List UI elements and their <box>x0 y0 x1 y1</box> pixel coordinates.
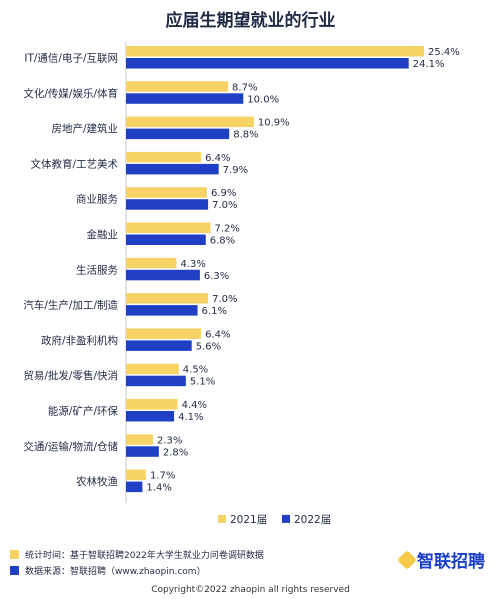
data-label: 6.3% <box>204 271 229 282</box>
stat-time-text: 统计时间：基于智联招聘2022年大学生就业力问卷调研数据 <box>25 551 264 561</box>
blue-square-icon <box>10 566 19 575</box>
brand-mark-icon <box>397 549 417 570</box>
bar-2021 <box>126 363 179 375</box>
legend-label: 2021届 <box>230 514 267 526</box>
bar-2021 <box>126 81 229 92</box>
data-label: 6.1% <box>202 306 227 317</box>
bar-2022 <box>126 446 159 457</box>
brand-name: 智联招聘 <box>417 552 485 572</box>
data-label: 5.6% <box>196 341 221 352</box>
data-label: 1.7% <box>150 471 175 482</box>
category-label: 政府/非盈利机构 <box>41 334 118 347</box>
data-label: 6.4% <box>205 153 230 164</box>
legend-label: 2022届 <box>294 514 331 526</box>
data-label: 1.4% <box>146 483 171 494</box>
bar-2022 <box>126 199 209 210</box>
data-label: 7.0% <box>212 200 237 211</box>
data-label: 10.0% <box>247 94 279 105</box>
legend-swatch <box>218 514 226 523</box>
data-label: 4.4% <box>182 400 207 411</box>
category-label: 农林牧渔 <box>76 475 118 488</box>
data-label: 6.8% <box>210 236 235 247</box>
category-label: 能源/矿产/环保 <box>48 405 119 418</box>
category-label: 文体教育/工艺美术 <box>30 157 118 170</box>
category-label: 文化/传媒/娱乐/体育 <box>23 87 118 100</box>
category-label: 生活服务 <box>76 263 118 276</box>
data-label: 24.1% <box>413 59 445 70</box>
data-label: 7.0% <box>212 294 237 305</box>
bar-2022 <box>126 340 192 351</box>
data-label: 2.3% <box>157 435 182 446</box>
data-label: 4.3% <box>180 259 205 270</box>
category-label: 汽车/生产/加工/制造 <box>23 299 118 312</box>
data-label: 7.2% <box>214 224 239 235</box>
category-label: IT/通信/电子/互联网 <box>24 52 118 65</box>
category-label: 商业服务 <box>76 193 118 206</box>
category-label: 贸易/批发/零售/快消 <box>23 369 118 382</box>
data-label: 4.1% <box>178 412 203 423</box>
bar-2021 <box>126 151 202 163</box>
data-label: 5.1% <box>190 377 215 388</box>
bar-chart: IT/通信/电子/互联网 25.4%24.1%文化/传媒/娱乐/体育 8.7%10.… <box>23 42 460 526</box>
footer-note-1: 统计时间：基于智联招聘2022年大学生就业力问卷调研数据 <box>10 548 264 561</box>
bar-2022 <box>126 305 198 316</box>
data-label: 10.9% <box>258 118 290 129</box>
bar-2021 <box>126 293 209 304</box>
yellow-square-icon <box>10 550 19 559</box>
data-source-text: 数据来源：智联招聘（www.zhaopin.com） <box>25 567 206 577</box>
bar-2021 <box>126 434 153 445</box>
brand-logo: 智联招聘 <box>397 547 485 572</box>
bar-2022 <box>126 128 230 140</box>
bar-2022 <box>126 58 409 69</box>
bar-2021 <box>126 187 207 198</box>
bar-2021 <box>126 222 211 233</box>
chart-title: 应届生期望就业的行业 <box>165 11 336 31</box>
bar-2022 <box>126 234 206 245</box>
bar-2022 <box>126 375 186 387</box>
category-label: 金融业 <box>87 228 119 241</box>
bar-2021 <box>126 46 424 57</box>
footer-note-2: 数据来源：智联招聘（www.zhaopin.com） <box>10 564 206 577</box>
data-label: 7.9% <box>223 165 248 176</box>
data-label: 25.4% <box>428 47 460 58</box>
bar-2021 <box>126 469 146 481</box>
bar-2022 <box>126 481 143 493</box>
bar-2021 <box>126 399 178 410</box>
data-label: 6.9% <box>211 188 236 199</box>
data-label: 6.4% <box>205 329 230 340</box>
bar-2021 <box>126 116 254 128</box>
legend-swatch <box>282 514 290 523</box>
bar-2022 <box>126 411 175 422</box>
bar-2021 <box>126 257 177 269</box>
data-label: 2.8% <box>163 447 188 458</box>
category-label: 房地产/建筑业 <box>51 122 118 135</box>
category-label: 交通/运输/物流/仓储 <box>23 440 118 453</box>
bar-2022 <box>126 93 244 104</box>
bar-2021 <box>126 328 202 339</box>
data-label: 8.8% <box>233 130 258 141</box>
data-label: 8.7% <box>232 82 257 93</box>
data-label: 4.5% <box>183 365 208 376</box>
bar-2022 <box>126 163 219 175</box>
bar-2022 <box>126 269 200 281</box>
copyright-text: Copyright©2022 zhaopin all rights reserv… <box>151 585 350 595</box>
